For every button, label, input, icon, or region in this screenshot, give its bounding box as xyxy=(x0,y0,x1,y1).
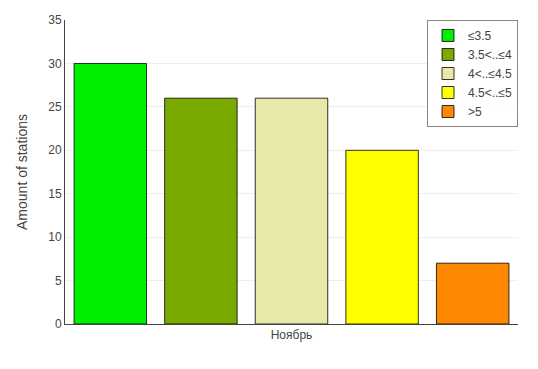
svg-text:Amount of stations: Amount of stations xyxy=(14,114,30,230)
svg-text:Ноябрь: Ноябрь xyxy=(271,328,313,342)
svg-text:30: 30 xyxy=(48,57,62,71)
svg-text:3.5<..≤4: 3.5<..≤4 xyxy=(468,48,512,62)
svg-text:15: 15 xyxy=(48,187,62,201)
svg-text:≤3.5: ≤3.5 xyxy=(468,29,492,43)
svg-text:25: 25 xyxy=(48,100,62,114)
svg-text:4.5<..≤5: 4.5<..≤5 xyxy=(468,86,512,100)
svg-text:>5: >5 xyxy=(468,105,482,119)
svg-text:0: 0 xyxy=(55,317,62,331)
svg-text:35: 35 xyxy=(48,13,62,27)
svg-text:20: 20 xyxy=(48,143,62,157)
svg-text:5: 5 xyxy=(55,274,62,288)
svg-text:4<..≤4.5: 4<..≤4.5 xyxy=(468,67,512,81)
svg-text:10: 10 xyxy=(48,230,62,244)
